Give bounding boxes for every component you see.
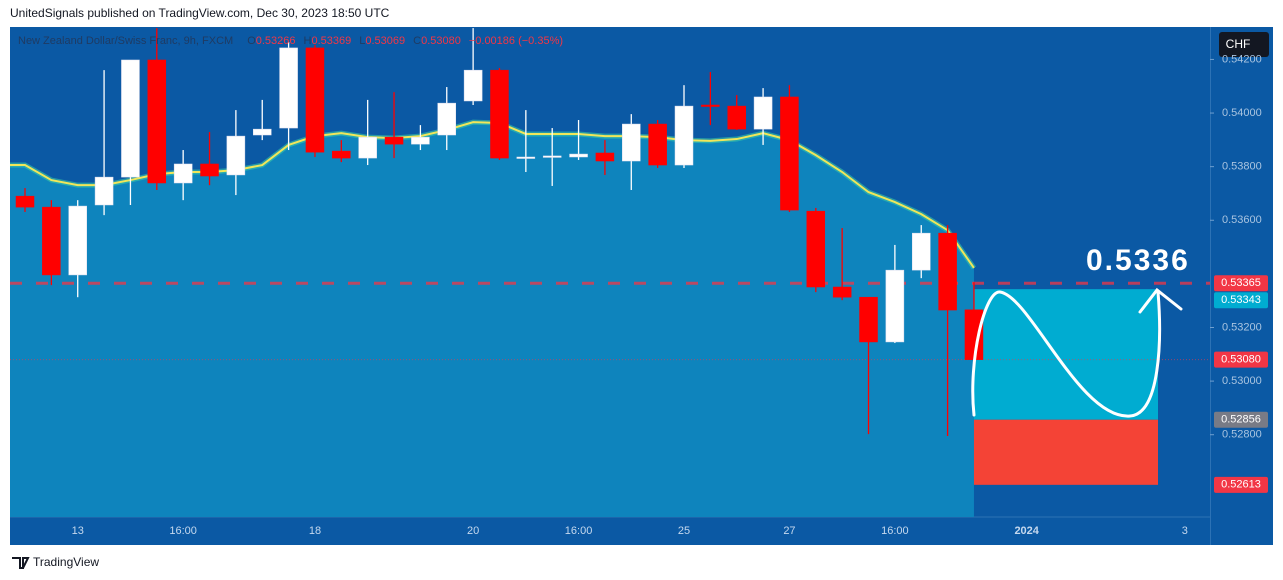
legend-key: L [359,35,365,47]
candle-body [859,296,878,343]
footer-brand: TradingView [33,555,99,569]
candle-body [15,195,35,208]
price-label-box [1214,476,1268,493]
candle-body [226,135,246,176]
legend-value: 0.53080 [421,35,461,47]
candle-body [200,163,219,177]
price-label-box [1214,351,1268,368]
candle-body [332,150,351,159]
candle-body [648,123,667,166]
candle-body [780,96,799,211]
candle-body [384,136,404,145]
annotation: 0.5336 [1086,244,1190,277]
candle-body [569,153,588,158]
candle-body [622,123,641,162]
loss-zone [973,419,1158,485]
legend-key: H [304,35,312,47]
candle-body [68,205,87,276]
candle-body [911,232,931,271]
y-tick-label: 0.53200 [1222,321,1262,333]
candle-body [463,69,483,102]
candle-body [727,105,746,130]
candle-body [437,102,457,136]
candle-body [595,152,615,162]
x-tick-label: 13 [72,525,84,537]
y-tick-label: 0.53800 [1222,161,1262,173]
candle-body [674,105,694,166]
y-tick-label: 0.54200 [1222,53,1262,65]
header: UnitedSignals published on TradingView.c… [10,6,390,20]
candle-body [753,96,773,130]
currency-button[interactable] [1219,32,1269,57]
price-label: 0.52613 [1221,479,1261,491]
legend-change: −0.00186 (−0.35%) [469,35,563,47]
candle-body [701,104,720,107]
y-tick-label: 0.52800 [1222,429,1262,441]
price-label: 0.52856 [1221,414,1261,426]
price-label: 0.53343 [1221,294,1261,306]
x-tick-label: 25 [678,525,690,537]
x-tick-label: 20 [467,525,479,537]
candle-body [42,206,61,276]
x-tick-label: 27 [783,525,795,537]
candle-body [832,286,852,298]
candle-body [885,269,905,343]
ma-area [10,122,974,518]
x-tick-label: 16:00 [565,525,593,537]
candle-body [411,136,430,145]
y-tick-label: 0.53000 [1222,375,1262,387]
candle-body [279,47,298,129]
legend-key: O [247,35,256,47]
candle-body [305,47,325,153]
price-label: 0.53365 [1221,277,1261,289]
candle-body [173,163,193,184]
legend-value: 0.53266 [256,35,296,47]
x-tick-label: 16:00 [169,525,197,537]
profit-zone [973,289,1158,420]
candle-body [94,176,114,206]
price-label-box [1214,292,1268,309]
candle-body [516,156,536,159]
logo [12,557,30,569]
price-label: 0.53080 [1221,354,1261,366]
price-label-box [1214,411,1268,428]
x-tick-label: 18 [309,525,321,537]
candle-body [806,210,826,288]
candle-body [252,128,272,136]
y-tick-label: 0.53600 [1222,214,1262,226]
candle-body [490,69,509,159]
legend-value: 0.53369 [311,35,351,47]
candle-body [358,136,377,159]
price-label-box [1214,275,1268,292]
currency-label[interactable]: CHF [1226,37,1251,51]
legend-value: 0.53069 [365,35,405,47]
symbol: New Zealand Dollar/Swiss Franc, 9h, FXCM [18,35,233,47]
x-tick-label: 3 [1182,525,1188,537]
legend-key: C [413,35,421,47]
candle-body [147,59,167,184]
x-tick-label: 16:00 [881,525,909,537]
plot [10,28,1210,518]
candle-body [938,232,957,311]
y-tick-label: 0.54000 [1222,107,1262,119]
x-tick-label: 2024 [1014,525,1039,537]
drawn-arrow [971,287,1183,418]
candle-body [121,59,140,178]
candle-body [542,155,562,158]
